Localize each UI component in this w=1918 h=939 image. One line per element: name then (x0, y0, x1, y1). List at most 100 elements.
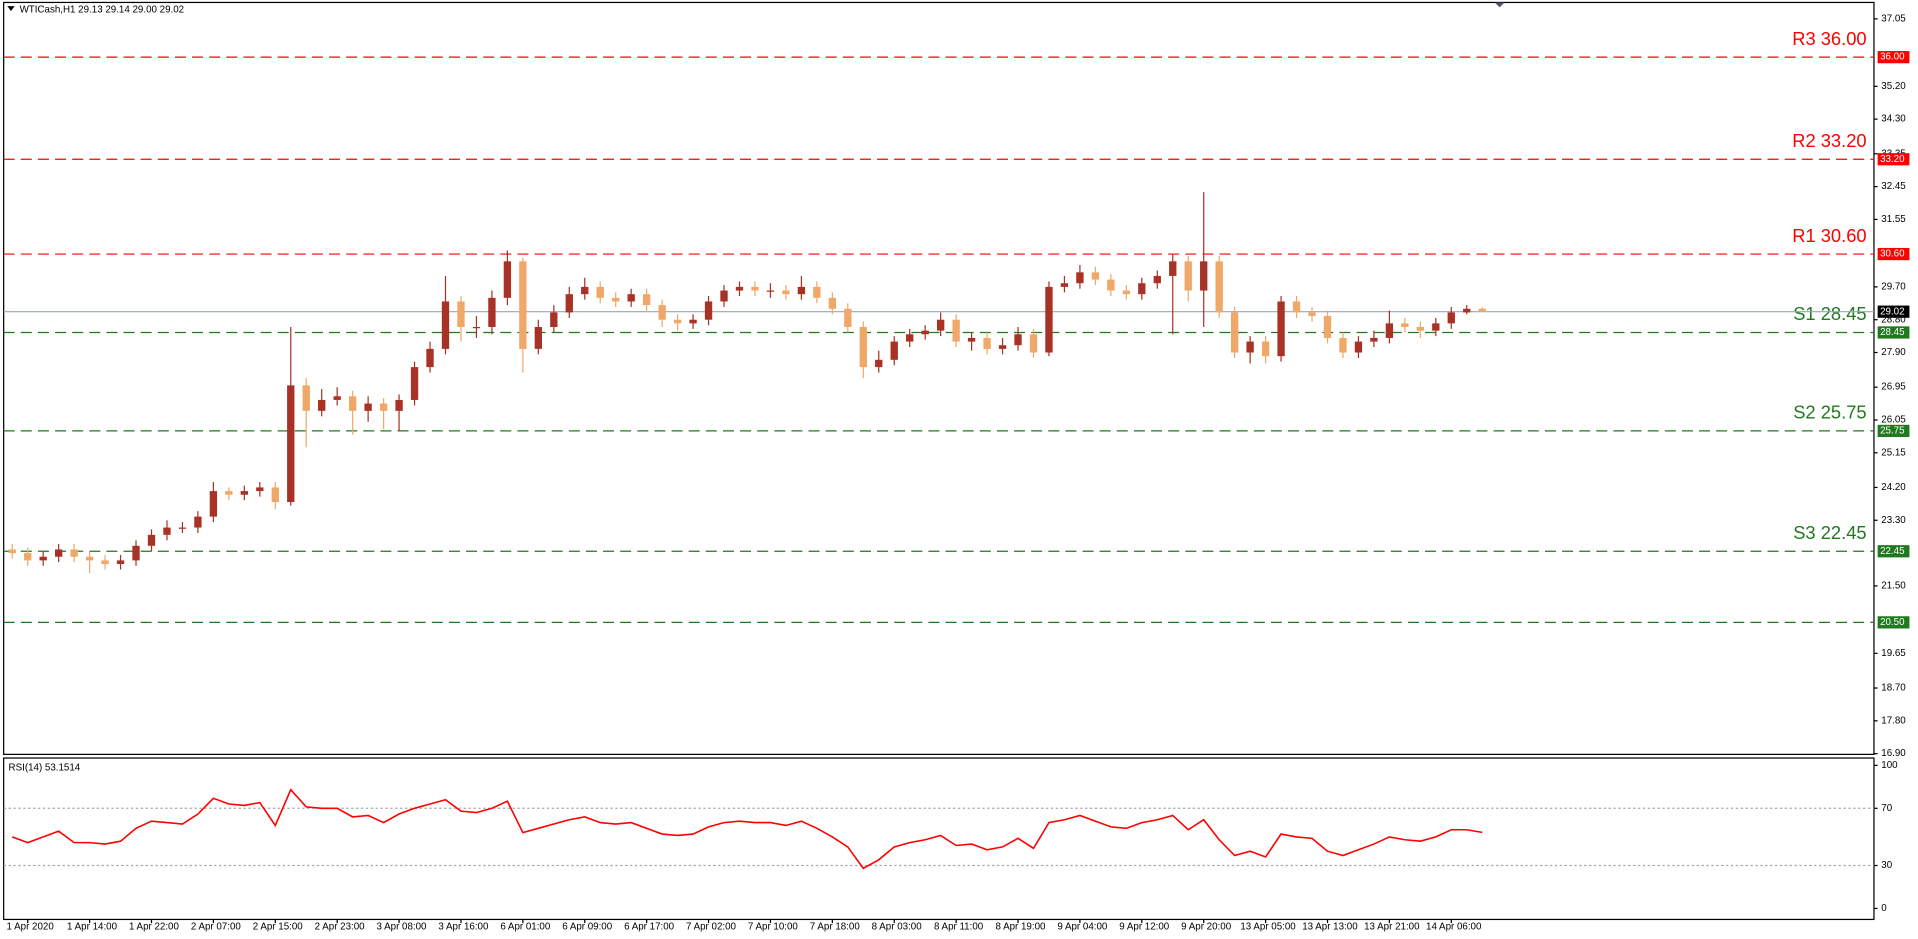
level-badge-label: 20.50 (1880, 617, 1905, 628)
level-badge (1877, 51, 1910, 64)
x-tick-label: 8 Apr 03:00 (872, 921, 923, 932)
x-tick-label: 9 Apr 12:00 (1119, 921, 1170, 932)
candle-body (457, 301, 465, 327)
rsi-title: RSI(14) 53.1514 (9, 762, 81, 773)
x-tick-label: 2 Apr 23:00 (315, 921, 366, 932)
candle-body (256, 487, 264, 492)
candle-body (101, 560, 109, 565)
candle-body (642, 294, 651, 306)
candle-body (813, 286, 821, 298)
candle-body (348, 396, 357, 411)
candle-body (735, 286, 744, 291)
candle-body (1215, 261, 1223, 313)
menu-icon[interactable] (7, 6, 15, 12)
candle-body (1060, 283, 1069, 287)
y-tick-label: 32.45 (1881, 181, 1906, 192)
level-badge-label: 25.75 (1880, 426, 1905, 437)
x-tick-label: 8 Apr 11:00 (934, 921, 984, 932)
x-tick-label: 3 Apr 16:00 (438, 921, 489, 932)
chart-title: WTICash,H1 29.13 29.14 29.00 29.02 (20, 4, 185, 15)
candle-body (1230, 312, 1239, 353)
y-tick-label: 28.80 (1881, 314, 1906, 325)
candle-body (550, 312, 558, 327)
candle-body (921, 330, 929, 335)
rsi-line (11, 788, 1483, 870)
candle-body (1370, 337, 1378, 342)
candle-body (952, 319, 960, 342)
candle-body (936, 319, 945, 331)
candle-body (766, 290, 775, 292)
level-label: R1 30.60 (1792, 225, 1866, 246)
level-label: R3 36.00 (1792, 28, 1866, 49)
candle-body (225, 491, 233, 495)
candle-body (1385, 323, 1394, 338)
price-badge-label: 29.02 (1880, 306, 1904, 317)
y-tick-label: 23.30 (1881, 515, 1906, 526)
x-tick-label: 2 Apr 15:00 (253, 921, 304, 932)
candle-body (410, 367, 419, 400)
y-tick-label: 31.55 (1881, 214, 1906, 225)
x-tick-label: 14 Apr 06:00 (1426, 921, 1482, 932)
candle-body (1463, 308, 1471, 313)
candle-body (287, 385, 295, 503)
y-tick-label: 21.50 (1881, 580, 1906, 591)
candle-body (1107, 279, 1115, 291)
y-tick-label: 24.20 (1881, 482, 1906, 493)
candle-body (859, 326, 867, 368)
candle-body (194, 516, 202, 528)
candle-body (472, 326, 481, 329)
candle-body (612, 297, 620, 302)
candle-body (1122, 290, 1131, 295)
x-tick-label: 13 Apr 21:00 (1364, 921, 1420, 932)
candle-body (828, 297, 837, 309)
candle-body (1200, 261, 1208, 291)
candle-body (875, 359, 883, 368)
candle-body (704, 301, 713, 320)
candle-body (488, 297, 496, 327)
candle-body (673, 319, 682, 324)
candle-body (844, 308, 852, 327)
candle-body (209, 491, 218, 517)
candle-body (1153, 275, 1161, 284)
candle-body (1091, 272, 1100, 280)
candle-body (1292, 301, 1301, 313)
candle-body (1169, 261, 1177, 276)
candle-body (318, 399, 326, 411)
level-badge-label: 30.60 (1880, 249, 1905, 260)
rsi-panel (3, 757, 1875, 921)
level-badge (1877, 616, 1910, 629)
candle-body (271, 487, 279, 503)
candle-body (395, 399, 403, 411)
candle-body (8, 549, 16, 554)
candle-body (116, 560, 125, 565)
rsi-tick-label: 30 (1881, 860, 1892, 871)
y-tick-label: 18.70 (1881, 683, 1906, 694)
candle-body (596, 286, 604, 298)
candle-body (519, 261, 527, 349)
candle-body (1277, 301, 1285, 357)
shift-marker (1494, 2, 1505, 8)
level-label: S1 28.45 (1793, 303, 1866, 324)
candle-body (627, 294, 635, 302)
candle-body (147, 534, 156, 546)
candle-body (797, 286, 806, 295)
candle-body (1478, 308, 1486, 312)
level-badge (1877, 326, 1910, 339)
x-tick-label: 13 Apr 05:00 (1240, 921, 1296, 932)
candle-body (1246, 341, 1254, 353)
candle-body (689, 319, 697, 324)
x-tick-label: 9 Apr 04:00 (1057, 921, 1108, 932)
candle-body (1138, 283, 1146, 295)
level-label: S2 25.75 (1793, 402, 1866, 423)
candle-body (70, 549, 78, 557)
x-tick-label: 3 Apr 08:00 (377, 921, 428, 932)
candle-body (1432, 323, 1440, 331)
level-badge-label: 33.20 (1880, 154, 1905, 165)
level-badge (1877, 153, 1910, 166)
candle-body (890, 341, 898, 360)
level-badge (1877, 424, 1910, 438)
y-tick-label: 29.70 (1881, 281, 1906, 292)
candle-body (85, 556, 94, 561)
candle-body (565, 294, 573, 313)
